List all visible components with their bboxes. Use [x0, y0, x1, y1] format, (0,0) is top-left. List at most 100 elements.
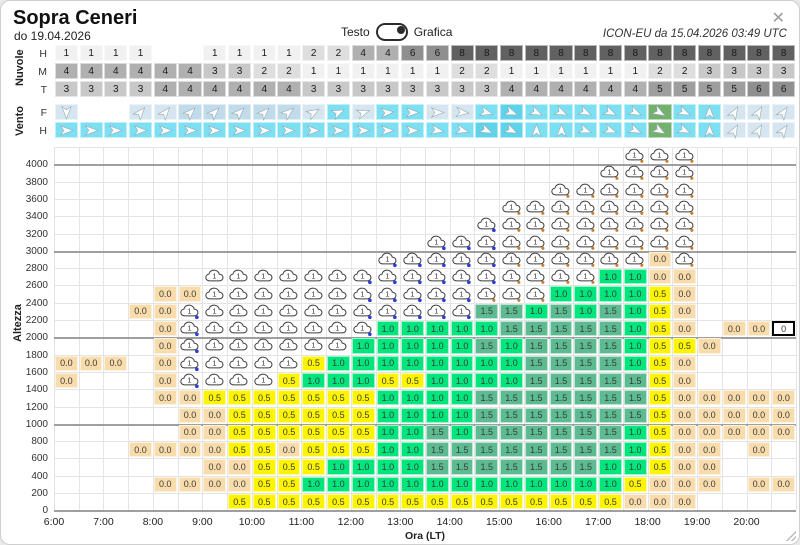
cloud-symbol-cell[interactable]: 1 [525, 234, 548, 251]
precip-value-cell[interactable]: 1.0 [425, 321, 449, 337]
precip-value-cell[interactable]: 0.5 [351, 390, 375, 406]
cloud-symbol-cell[interactable]: 1 [574, 216, 597, 233]
precip-value-cell[interactable]: 0.5 [648, 355, 672, 371]
precip-value-cell[interactable]: 0.5 [277, 372, 301, 389]
cloud-symbol-cell[interactable]: 1 [278, 337, 301, 354]
precip-value-cell[interactable]: 1.0 [327, 476, 350, 492]
precip-value-cell[interactable]: 1.5 [450, 459, 474, 475]
cloud-symbol-cell[interactable]: 1 [574, 182, 597, 199]
precip-value-cell[interactable]: 0.5 [228, 494, 251, 510]
precip-value-cell[interactable]: 1.0 [327, 355, 350, 371]
cloud-symbol-cell[interactable]: 1 [500, 285, 523, 302]
precip-value-cell[interactable]: 0.5 [450, 494, 474, 510]
cloud-symbol-cell[interactable]: 1 [500, 268, 523, 285]
precip-value-cell[interactable]: 0.0 [772, 390, 795, 406]
precip-value-cell[interactable]: 1.0 [524, 303, 548, 319]
precip-value-cell[interactable]: 1.5 [524, 459, 548, 475]
precip-value-cell[interactable]: 0.0 [55, 355, 78, 371]
precip-value-cell[interactable]: 1.0 [475, 321, 499, 337]
precip-value-cell[interactable]: 0.5 [524, 494, 548, 510]
cloud-symbol-cell[interactable]: 1 [624, 164, 647, 181]
cloud-symbol-cell[interactable]: 1 [451, 234, 474, 251]
precip-value-cell[interactable]: 1.0 [425, 407, 449, 423]
precip-value-cell[interactable]: 0.5 [277, 476, 301, 492]
precip-value-cell[interactable]: 1.5 [524, 355, 548, 371]
precip-value-cell[interactable]: 1.5 [500, 407, 523, 423]
selected-value-cell[interactable]: 0 [772, 321, 795, 337]
precip-value-cell[interactable]: 0.0 [129, 303, 152, 319]
precip-value-cell[interactable]: 0.0 [178, 424, 202, 441]
precip-value-cell[interactable]: 1.0 [574, 286, 598, 302]
precip-value-cell[interactable]: 0.0 [673, 286, 697, 302]
precip-value-cell[interactable]: 0.5 [277, 494, 301, 510]
precip-value-cell[interactable]: 1.0 [401, 424, 424, 441]
precip-value-cell[interactable]: 1.0 [475, 355, 499, 371]
cloud-symbol-cell[interactable]: 1 [426, 285, 449, 302]
precip-value-cell[interactable]: 0.0 [648, 494, 672, 510]
cloud-symbol-cell[interactable]: 1 [302, 268, 325, 285]
cloud-symbol-cell[interactable]: 1 [203, 355, 226, 372]
cloud-symbol-cell[interactable]: 1 [377, 268, 400, 285]
precip-value-cell[interactable]: 0.5 [228, 390, 251, 406]
cloud-symbol-cell[interactable]: 1 [599, 164, 622, 181]
cloud-symbol-cell[interactable]: 1 [352, 285, 375, 302]
cloud-symbol-cell[interactable]: 1 [550, 268, 573, 285]
precip-value-cell[interactable]: 0.0 [698, 424, 721, 441]
precip-value-cell[interactable]: 0.0 [178, 476, 202, 492]
precip-value-cell[interactable]: 1.0 [623, 269, 647, 285]
cloud-symbol-cell[interactable]: 1 [475, 268, 498, 285]
cloud-symbol-cell[interactable]: 1 [673, 147, 696, 164]
precip-value-cell[interactable]: 1.5 [599, 390, 622, 406]
precip-value-cell[interactable]: 1.0 [500, 355, 523, 371]
precip-value-cell[interactable]: 0.5 [327, 494, 350, 510]
precip-value-cell[interactable]: 1.0 [623, 355, 647, 371]
precip-value-cell[interactable]: 0.0 [722, 390, 746, 406]
precip-value-cell[interactable]: 0.0 [772, 476, 795, 492]
cloud-symbol-cell[interactable]: 1 [550, 182, 573, 199]
cloud-symbol-cell[interactable]: 1 [278, 303, 301, 320]
precip-value-cell[interactable]: 0.0 [648, 476, 672, 492]
cloud-symbol-cell[interactable]: 1 [599, 216, 622, 233]
precip-value-cell[interactable]: 0.0 [673, 303, 697, 319]
precip-value-cell[interactable]: 1.5 [549, 459, 573, 475]
precip-value-cell[interactable]: 1.5 [599, 407, 622, 423]
precip-value-cell[interactable]: 0.0 [648, 251, 672, 268]
precip-value-cell[interactable]: 0.5 [673, 338, 697, 354]
precip-value-cell[interactable]: 0.0 [698, 407, 721, 423]
precip-value-cell[interactable]: 0.0 [129, 442, 152, 458]
precip-value-cell[interactable]: 0.0 [203, 442, 227, 458]
cloud-symbol-cell[interactable]: 1 [550, 199, 573, 216]
precip-value-cell[interactable]: 0.5 [277, 459, 301, 475]
cloud-symbol-cell[interactable]: 1 [649, 182, 672, 199]
cloud-symbol-cell[interactable]: 1 [179, 303, 202, 320]
precip-value-cell[interactable]: 0.0 [747, 321, 771, 337]
cloud-symbol-cell[interactable]: 1 [203, 320, 226, 337]
precip-value-cell[interactable]: 1.0 [599, 476, 622, 492]
precip-value-cell[interactable]: 0.5 [401, 494, 424, 510]
precip-value-cell[interactable]: 0.0 [203, 476, 227, 492]
precip-value-cell[interactable]: 0.5 [302, 390, 326, 406]
cloud-symbol-cell[interactable]: 1 [649, 147, 672, 164]
precip-value-cell[interactable]: 0.5 [648, 286, 672, 302]
precip-value-cell[interactable]: 1.5 [524, 372, 548, 389]
precip-value-cell[interactable]: 0.0 [648, 269, 672, 285]
cloud-symbol-cell[interactable]: 1 [179, 337, 202, 354]
precip-value-cell[interactable]: 1.5 [500, 424, 523, 441]
precip-value-cell[interactable]: 1.5 [425, 424, 449, 441]
cloud-symbol-cell[interactable]: 1 [401, 251, 424, 268]
precip-value-cell[interactable]: 1.5 [475, 459, 499, 475]
cloud-symbol-cell[interactable]: 1 [278, 355, 301, 372]
precip-value-cell[interactable]: 0.5 [302, 424, 326, 441]
precip-value-cell[interactable]: 0.5 [302, 494, 326, 510]
precip-value-cell[interactable]: 0.5 [549, 494, 573, 510]
precip-value-cell[interactable]: 0.5 [277, 390, 301, 406]
precip-value-cell[interactable]: 0.0 [747, 390, 771, 406]
precip-value-cell[interactable]: 0.5 [327, 390, 350, 406]
precip-value-cell[interactable]: 0.0 [698, 390, 721, 406]
precip-value-cell[interactable]: 0.5 [425, 494, 449, 510]
cloud-symbol-cell[interactable]: 1 [179, 355, 202, 372]
precip-value-cell[interactable]: 1.5 [549, 424, 573, 441]
cloud-symbol-cell[interactable]: 1 [624, 199, 647, 216]
cloud-symbol-cell[interactable]: 1 [377, 285, 400, 302]
precip-value-cell[interactable]: 0.0 [153, 286, 177, 302]
